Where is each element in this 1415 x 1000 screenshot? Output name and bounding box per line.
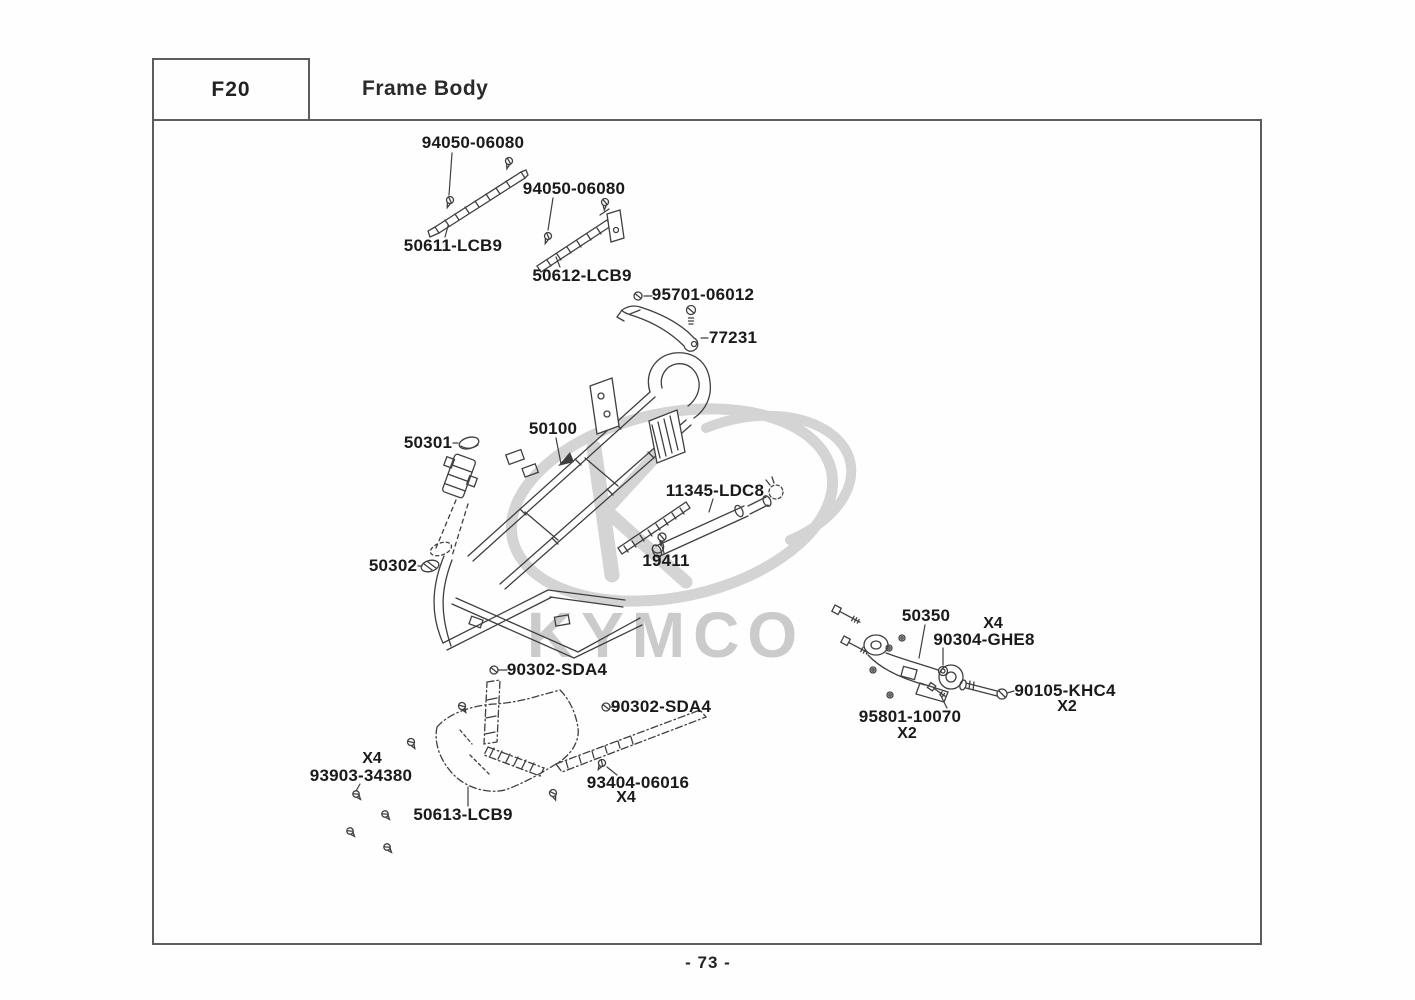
label-90304-ghe8: 90304-GHE8	[933, 630, 1035, 649]
label-93903-34380: 93903-34380	[309, 766, 413, 785]
label-50350: 50350	[901, 606, 951, 625]
screw-icon	[346, 827, 356, 838]
screw-icon	[445, 195, 455, 210]
screw-icon	[504, 156, 514, 171]
label-50612-lcb9: 50612-LCB9	[532, 266, 632, 285]
bolt-95701-drawing	[685, 304, 697, 325]
panel-50613-detail	[459, 697, 634, 776]
screw-icon	[600, 197, 610, 213]
bracket-77231-drawing	[616, 305, 699, 352]
diagram-border-box	[152, 119, 1262, 945]
screw-icon	[548, 788, 558, 802]
screw-icon	[601, 702, 611, 712]
label-qty-x4-93404: X4	[616, 789, 636, 806]
nut-90304-drawing	[937, 665, 949, 677]
screw-icon	[543, 231, 553, 246]
label-50301: 50301	[403, 433, 453, 452]
screw-icon	[489, 665, 499, 675]
label-qty-x4-93903: X4	[362, 750, 382, 767]
cap-50302-drawing	[420, 559, 440, 573]
kymco-watermark: KYMCO	[505, 403, 857, 671]
label-93404-06016: 93404-06016	[586, 773, 690, 792]
clamp-19411-drawing	[651, 532, 667, 554]
screw-icon	[597, 758, 607, 772]
page-number: - 73 -	[685, 953, 731, 972]
screw-icon	[633, 291, 643, 301]
screw-icon	[406, 737, 416, 751]
pipe-11345-drawing	[651, 476, 784, 558]
label-94050-06080-a: 94050-06080	[421, 133, 525, 152]
label-50100: 50100	[528, 419, 578, 438]
screw-icon	[383, 843, 393, 854]
label-90302-sda4-b: 90302-SDA4	[610, 697, 712, 716]
label-50613-lcb9: 50613-LCB9	[413, 805, 513, 824]
label-50302: 50302	[368, 556, 418, 575]
frame-body-50100-drawing	[429, 352, 712, 659]
screw-icon	[352, 790, 362, 801]
label-95701-06012: 95701-06012	[651, 285, 755, 304]
label-qty-x2-95801: X2	[897, 725, 917, 742]
label-77231: 77231	[708, 328, 758, 347]
label-19411: 19411	[642, 551, 690, 570]
label-90105-khc4: 90105-KHC4	[1014, 681, 1116, 700]
cap-50301-drawing	[458, 436, 480, 450]
rail-50611-drawing	[427, 169, 529, 238]
leader-lines	[355, 152, 1015, 807]
screw-icon	[381, 810, 391, 821]
label-11345-ldc8: 11345-LDC8	[665, 481, 765, 500]
label-50611-lcb9: 50611-LCB9	[403, 236, 503, 255]
label-qty-x2-90105: X2	[1057, 698, 1077, 715]
bolt-90105-drawing	[959, 679, 1008, 700]
rail-50612-drawing	[536, 208, 625, 273]
label-qty-x4-90304: X4	[983, 615, 1003, 632]
page-title: Frame Body	[362, 77, 489, 100]
label-90302-sda4-a: 90302-SDA4	[506, 660, 608, 679]
label-95801-10070: 95801-10070	[858, 707, 962, 726]
section-code: F20	[211, 77, 251, 101]
screw-icon	[457, 701, 467, 715]
kymco-watermark-text: KYMCO	[527, 599, 805, 671]
label-94050-06080-b: 94050-06080	[522, 179, 626, 198]
